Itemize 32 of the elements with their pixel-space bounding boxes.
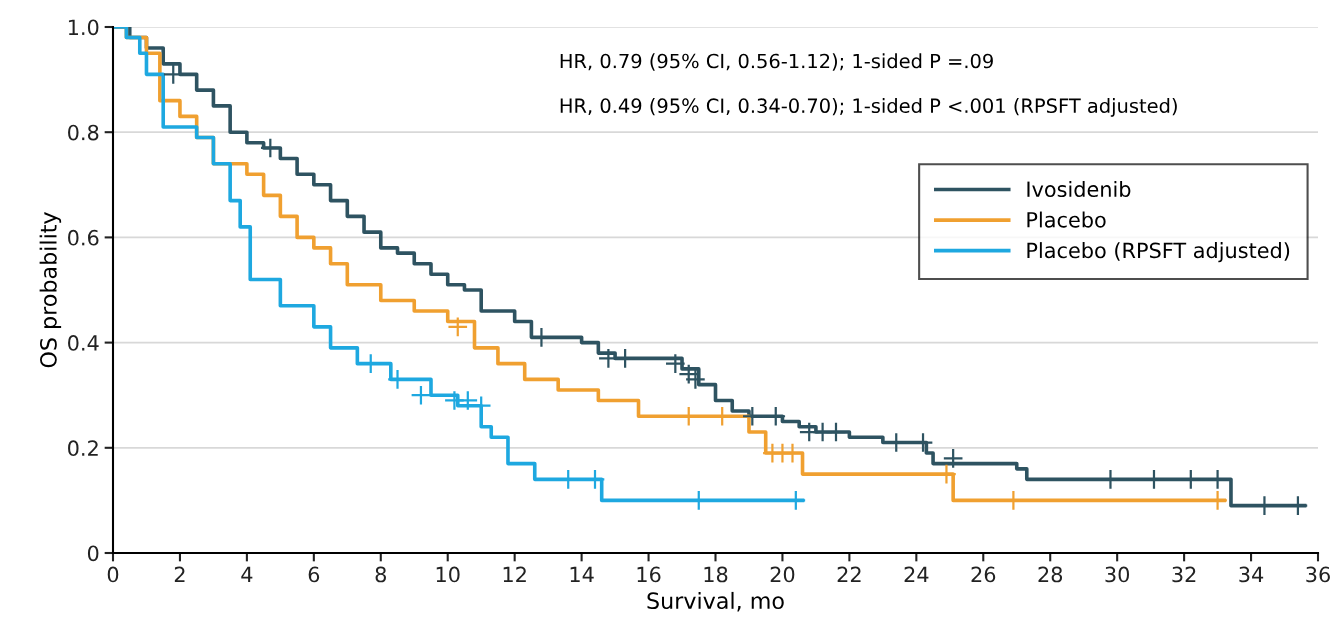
annotation: HR, 0.49 (95% CI, 0.34-0.70); 1-sided P <.001 (RPSFT adjusted) bbox=[560, 98, 1177, 117]
legend-label: Placebo bbox=[1027, 211, 1106, 228]
x-tick-label: 28 bbox=[1038, 566, 1063, 583]
x-tick-label: 32 bbox=[1172, 566, 1196, 583]
x-tick-label: 18 bbox=[704, 566, 728, 583]
x-axis-title: Survival, mo bbox=[647, 591, 784, 612]
y-tick-label: 0.4 bbox=[68, 335, 99, 351]
x-tick-label: 2 bbox=[174, 566, 185, 583]
x-tick-label: 24 bbox=[904, 566, 929, 583]
y-axis-title: OS probability bbox=[39, 212, 62, 368]
y-tick-label: 0.8 bbox=[68, 124, 99, 141]
x-tick-label: 22 bbox=[837, 566, 861, 583]
x-tick-label: 8 bbox=[375, 566, 386, 583]
x-tick-label: 30 bbox=[1105, 566, 1130, 583]
x-tick-label: 20 bbox=[770, 566, 795, 583]
y-tick-label: 0.6 bbox=[68, 229, 99, 246]
x-tick-label: 6 bbox=[308, 566, 320, 583]
annotation: HR, 0.79 (95% CI, 0.56-1.12); 1-sided P =.09 bbox=[560, 53, 993, 71]
x-tick-label: 36 bbox=[1306, 566, 1330, 583]
x-tick-label: 10 bbox=[436, 566, 460, 583]
legend-label: Placebo (RPSFT adjusted) bbox=[1027, 242, 1290, 263]
y-tick-label: 0.2 bbox=[68, 440, 98, 457]
legend-label: Ivosidenib bbox=[1027, 180, 1131, 198]
y-tick-label: 1.0 bbox=[68, 19, 99, 36]
y-tick-label: 0 bbox=[87, 545, 99, 562]
x-tick-label: 4 bbox=[241, 566, 253, 583]
x-tick-label: 0 bbox=[107, 566, 119, 583]
x-tick-label: 26 bbox=[971, 566, 996, 583]
x-tick-label: 14 bbox=[570, 566, 594, 583]
x-tick-label: 12 bbox=[503, 566, 526, 583]
x-tick-label: 16 bbox=[637, 566, 661, 583]
x-tick-label: 34 bbox=[1239, 566, 1264, 583]
